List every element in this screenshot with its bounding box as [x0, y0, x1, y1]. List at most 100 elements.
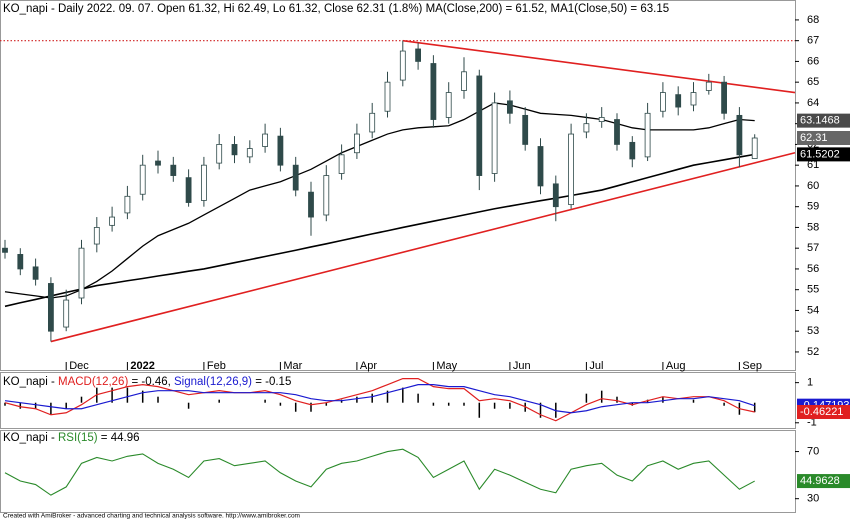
candle-body [660, 92, 666, 112]
value-box [797, 147, 850, 162]
candle-body [78, 247, 85, 299]
candle-body [690, 92, 697, 106]
y-tick-label: 64 [807, 97, 819, 109]
y-tick-label: 52 [807, 346, 819, 358]
title-part: = 44.96 [98, 432, 140, 444]
candle-body [675, 94, 682, 108]
title-part: = -0.15 [252, 376, 291, 388]
x-tick-label: Feb [207, 360, 226, 372]
title-part: Signal(12,26,9) [174, 376, 252, 388]
candle-body [369, 112, 376, 133]
candle-body [491, 102, 498, 174]
moving-average [4, 102, 755, 299]
candle-body [353, 133, 360, 154]
y-tick-label: 67 [807, 35, 819, 47]
y-tick-label: 68 [807, 14, 819, 26]
candle-body [216, 144, 223, 164]
candle-body [124, 195, 131, 214]
indicator-line [4, 378, 755, 422]
title-part: KO_napi - [3, 432, 58, 444]
panel-title: KO_napi - MACD(12,26) = -0.46, Signal(12… [3, 376, 291, 388]
x-tick-label: Mar [283, 360, 302, 372]
y-tick-label: 65 [807, 76, 819, 88]
candle-body [277, 135, 284, 166]
title-part: MACD(12,26) [58, 376, 128, 388]
candle-body [155, 160, 161, 166]
candle-body [476, 75, 483, 176]
candle-body [736, 114, 743, 156]
x-tick-label: May [436, 360, 457, 372]
x-tick-label: Jun [513, 360, 531, 372]
candle-body [246, 148, 253, 158]
indicator-line [4, 384, 755, 414]
candle-body [430, 63, 437, 120]
candle-body [384, 81, 391, 112]
candle-body [629, 141, 636, 160]
chart-title: KO_napi - Daily 2022. 09. 07. Open 61.32… [3, 3, 669, 15]
title-part: RSI(15) [58, 432, 98, 444]
candle-body [461, 71, 467, 91]
x-tick-label: Apr [360, 360, 377, 372]
candle-body [705, 81, 712, 91]
candle-body [32, 266, 39, 280]
candle-body [292, 164, 299, 191]
value-box-label: 62.31 [800, 132, 828, 144]
title-part: KO_napi - [3, 376, 58, 388]
rsi-panel [0, 430, 796, 513]
trendline [50, 151, 796, 343]
x-tick-label: Jul [589, 360, 603, 372]
candle-body [583, 123, 590, 133]
y-tick-label: 54 [807, 304, 819, 316]
value-box-label: 44.9628 [800, 475, 840, 487]
candle-body [2, 247, 8, 253]
candle-body [185, 177, 192, 203]
candle-body [522, 114, 529, 145]
candle-body [308, 191, 314, 218]
candle-body [506, 100, 513, 114]
candle-body [614, 119, 620, 145]
candle-body [568, 133, 574, 206]
value-box-label: 61.5202 [800, 148, 840, 160]
macd-panel [0, 372, 796, 429]
value-box [797, 130, 850, 145]
candle-body [170, 164, 177, 176]
y-tick-label: -1 [807, 417, 817, 429]
y-tick-label: 61 [807, 159, 819, 171]
x-tick-label: Aug [666, 360, 686, 372]
candle-body [644, 112, 651, 158]
y-tick-label: 70 [807, 445, 819, 457]
footer: Created with AmiBroker - advanced charti… [3, 513, 300, 520]
y-tick-label: 60 [807, 180, 819, 192]
moving-average [4, 153, 755, 308]
candle-body [109, 216, 115, 226]
candle-body [262, 133, 269, 147]
candle-body [399, 50, 406, 81]
value-box [797, 113, 850, 128]
candle-body [721, 81, 727, 114]
trendline [402, 39, 796, 94]
y-tick-label: 59 [807, 201, 819, 213]
candle-body [338, 154, 345, 174]
candle-body [17, 254, 24, 270]
y-tick-label: 56 [807, 263, 819, 275]
y-tick-label: 53 [807, 325, 819, 337]
candle-body [415, 48, 422, 62]
candle-body [537, 146, 544, 187]
panel-title: KO_napi - RSI(15) = 44.96 [3, 432, 140, 444]
candle-body [552, 183, 559, 208]
y-tick-label: 57 [807, 242, 819, 254]
candle-body [445, 92, 452, 118]
candle-body [323, 175, 330, 216]
value-box-label: 63.1468 [800, 115, 840, 127]
candle-body [48, 283, 54, 332]
value-box-label: -0.46221 [800, 406, 843, 418]
y-tick-label: 30 [807, 493, 819, 505]
y-tick-label: 1 [807, 377, 813, 389]
candle-body [231, 144, 238, 156]
x-tick-label: Sep [742, 360, 762, 372]
title-part: = -0.46, [128, 376, 174, 388]
value-box [797, 474, 850, 489]
y-tick-label: 58 [807, 221, 819, 233]
candle-body [598, 117, 605, 123]
